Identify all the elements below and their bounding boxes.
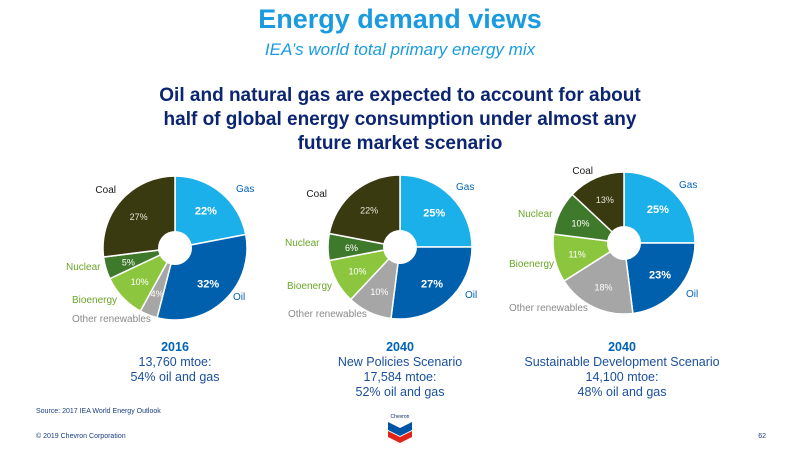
slice-value-label: 22% (195, 206, 217, 218)
slice-value-label: 11% (568, 249, 585, 259)
caption-line: 14,100 mtoe: (585, 370, 659, 384)
slice-value-label: 5% (122, 258, 135, 268)
caption-line: 52% oil and gas (355, 385, 445, 399)
category-label: Nuclear (518, 209, 553, 220)
slice-value-label: 10% (370, 287, 388, 297)
slice-gas (174, 175, 247, 249)
category-label: Oil (233, 292, 245, 303)
caption-2016: 2016 13,760 mtoe: 54% oil and gas (55, 340, 295, 385)
category-label: Oil (686, 289, 698, 300)
slice-value-label: 32% (197, 278, 219, 290)
slice-value-label: 10% (131, 277, 149, 287)
slice-coal (571, 171, 625, 245)
slice-gas (623, 171, 696, 244)
caption-2040-nps: 2040 New Policies Scenario 17,584 mtoe: … (280, 340, 520, 400)
category-label: Other renewables (509, 303, 588, 314)
slice-value-label: 4% (151, 289, 164, 299)
slice-value-label: 25% (423, 208, 445, 220)
category-label: Coal (95, 185, 116, 196)
slice-other-renewables (563, 241, 634, 315)
donut-hole (383, 230, 417, 264)
slice-value-label: 10% (572, 219, 590, 229)
slice-value-label: 22% (360, 206, 378, 216)
slice-coal (328, 174, 401, 248)
caption-line: Sustainable Development Scenario (524, 355, 720, 369)
category-label: Gas (456, 182, 474, 193)
caption-line: 54% oil and gas (130, 370, 220, 384)
caption-line: New Policies Scenario (337, 355, 463, 369)
category-label: Nuclear (285, 238, 320, 249)
slice-value-label: 10% (348, 266, 366, 276)
chevron-logo-icon: Chevron (388, 414, 412, 443)
caption-2040-sds: 2040 Sustainable Development Scenario 14… (502, 340, 742, 400)
page-subtitle: IEA’s world total primary energy mix (264, 40, 536, 59)
caption-year: 2040 (386, 340, 414, 354)
source-note: Source: 2017 IEA World Energy Outlook (36, 408, 161, 415)
category-label: Coal (572, 166, 593, 177)
slice-value-label: 27% (130, 212, 148, 222)
category-label: Other renewables (288, 309, 367, 320)
slice-oil (390, 246, 473, 320)
logo-chevron-red (388, 431, 412, 443)
slice-gas (399, 174, 473, 248)
slice-value-label: 23% (649, 270, 671, 282)
slice-oil (623, 242, 696, 315)
caption-line: 17,584 mtoe: (363, 370, 437, 384)
slice-value-label: 6% (345, 243, 358, 253)
headline: Oil and natural gas are expected to acco… (159, 85, 641, 154)
slice-coal (102, 175, 176, 258)
caption-line: 48% oil and gas (577, 385, 667, 399)
page-number: 62 (758, 433, 766, 440)
category-label: Gas (679, 180, 697, 191)
category-label: Gas (236, 184, 254, 195)
category-label: Coal (306, 189, 327, 200)
category-label: Bioenergy (72, 295, 117, 306)
donut-hole (607, 226, 641, 260)
copyright: © 2019 Chevron Corporation (36, 433, 126, 440)
slice-value-label: 13% (596, 195, 614, 205)
page-title: Energy demand views (258, 4, 542, 34)
category-label: Nuclear (66, 262, 101, 273)
slice-value-label: 27% (421, 278, 443, 290)
caption-line: 13,760 mtoe: (138, 355, 212, 369)
slice-value-label: 25% (647, 204, 669, 216)
logo-chevron-blue (388, 422, 412, 436)
caption-year: 2016 (161, 340, 189, 354)
category-label: Bioenergy (509, 259, 554, 270)
logo-wordmark: Chevron (391, 414, 410, 420)
category-label: Other renewables (72, 314, 151, 325)
caption-year: 2040 (608, 340, 636, 354)
slice-value-label: 18% (595, 282, 613, 292)
category-label: Oil (465, 290, 477, 301)
category-label: Bioenergy (287, 281, 332, 292)
donut-hole (158, 231, 192, 265)
